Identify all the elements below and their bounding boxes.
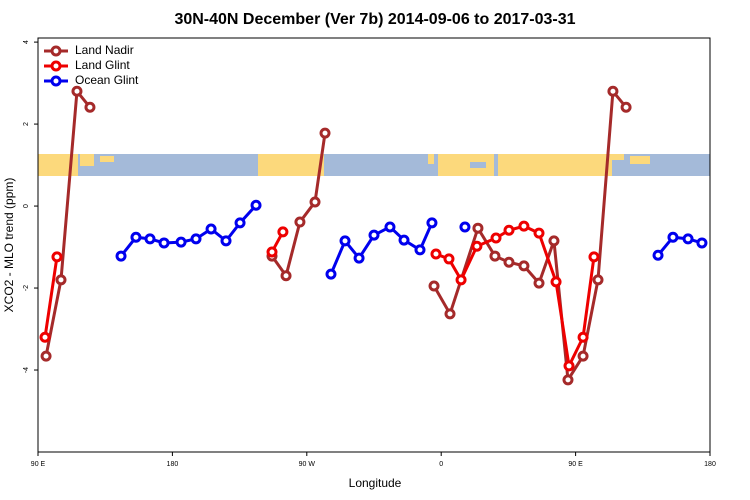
- legend-label: Land Nadir: [75, 43, 134, 57]
- data-point: [455, 274, 467, 286]
- data-point: [503, 224, 515, 236]
- x-tick-label: 180: [704, 461, 716, 468]
- data-point: [250, 199, 262, 211]
- data-point: [51, 251, 63, 263]
- land-patch: [258, 154, 324, 176]
- data-point: [266, 246, 278, 258]
- data-point: [620, 101, 632, 113]
- data-point: [398, 234, 410, 246]
- y-tick-label: 0: [23, 204, 30, 208]
- data-point: [588, 251, 600, 263]
- data-point: [430, 248, 442, 260]
- plot-frame: [37, 37, 711, 453]
- data-point: [489, 250, 501, 262]
- y-tick-label: 4: [23, 40, 30, 44]
- data-point: [384, 221, 396, 233]
- data-point: [518, 220, 530, 232]
- data-point: [190, 233, 202, 245]
- data-point: [55, 274, 67, 286]
- data-point: [158, 237, 170, 249]
- data-point: [368, 229, 380, 241]
- data-point: [490, 232, 502, 244]
- legend-marker: [50, 45, 62, 57]
- data-point: [414, 244, 426, 256]
- y-tick-label: 2: [23, 122, 30, 126]
- data-point: [696, 237, 708, 249]
- land-patch: [80, 154, 94, 166]
- data-point: [220, 235, 232, 247]
- data-point: [577, 350, 589, 362]
- data-point: [39, 331, 51, 343]
- y-axis-label: XCO2 - MLO trend (ppm): [2, 178, 16, 313]
- land-patch: [428, 154, 434, 164]
- data-point: [652, 249, 664, 261]
- data-point: [353, 252, 365, 264]
- data-point: [40, 350, 52, 362]
- data-point: [533, 277, 545, 289]
- data-point: [426, 217, 438, 229]
- x-tick-label: 90 W: [299, 461, 316, 468]
- data-point: [130, 231, 142, 243]
- data-point: [175, 236, 187, 248]
- legend-label: Ocean Glint: [75, 73, 139, 87]
- legend-label: Land Glint: [75, 58, 130, 72]
- data-point: [682, 233, 694, 245]
- data-point: [577, 331, 589, 343]
- data-point: [428, 280, 440, 292]
- sea-patch: [612, 160, 624, 176]
- data-point: [205, 223, 217, 235]
- data-point: [548, 235, 560, 247]
- data-point: [563, 360, 575, 372]
- chart-title: 30N-40N December (Ver 7b) 2014-09-06 to …: [174, 11, 575, 28]
- x-tick-label: 0: [439, 461, 443, 468]
- x-tick-label: 90 E: [568, 461, 583, 468]
- sea-patch: [470, 162, 486, 168]
- data-point: [144, 233, 156, 245]
- y-tick-label: -2: [23, 285, 30, 291]
- data-point: [472, 222, 484, 234]
- data-point: [592, 274, 604, 286]
- data-point: [319, 127, 331, 139]
- data-point: [503, 256, 515, 268]
- data-point: [533, 227, 545, 239]
- x-axis-label: Longitude: [349, 476, 402, 490]
- x-tick-label: 180: [167, 461, 179, 468]
- data-point: [459, 221, 471, 233]
- data-point: [234, 217, 246, 229]
- land-patch: [438, 154, 494, 176]
- land-patch: [100, 156, 114, 162]
- x-tick-label: 90 E: [31, 461, 46, 468]
- legend-marker: [50, 75, 62, 87]
- data-point: [71, 85, 83, 97]
- data-point: [325, 268, 337, 280]
- data-point: [471, 240, 483, 252]
- legend-marker: [50, 60, 62, 72]
- data-point: [115, 250, 127, 262]
- data-point: [667, 231, 679, 243]
- land-patch: [498, 154, 624, 176]
- data-point: [444, 308, 456, 320]
- land-patch: [38, 154, 78, 176]
- data-point: [84, 101, 96, 113]
- y-tick-label: -4: [23, 367, 30, 373]
- data-point: [277, 226, 289, 238]
- data-point: [339, 235, 351, 247]
- data-point: [550, 276, 562, 288]
- data-point: [280, 270, 292, 282]
- data-point: [443, 253, 455, 265]
- data-point: [309, 196, 321, 208]
- land-patch: [630, 156, 650, 164]
- data-point: [607, 85, 619, 97]
- data-point: [294, 216, 306, 228]
- data-point: [562, 374, 574, 386]
- data-point: [518, 260, 530, 272]
- map-strip: [38, 154, 710, 176]
